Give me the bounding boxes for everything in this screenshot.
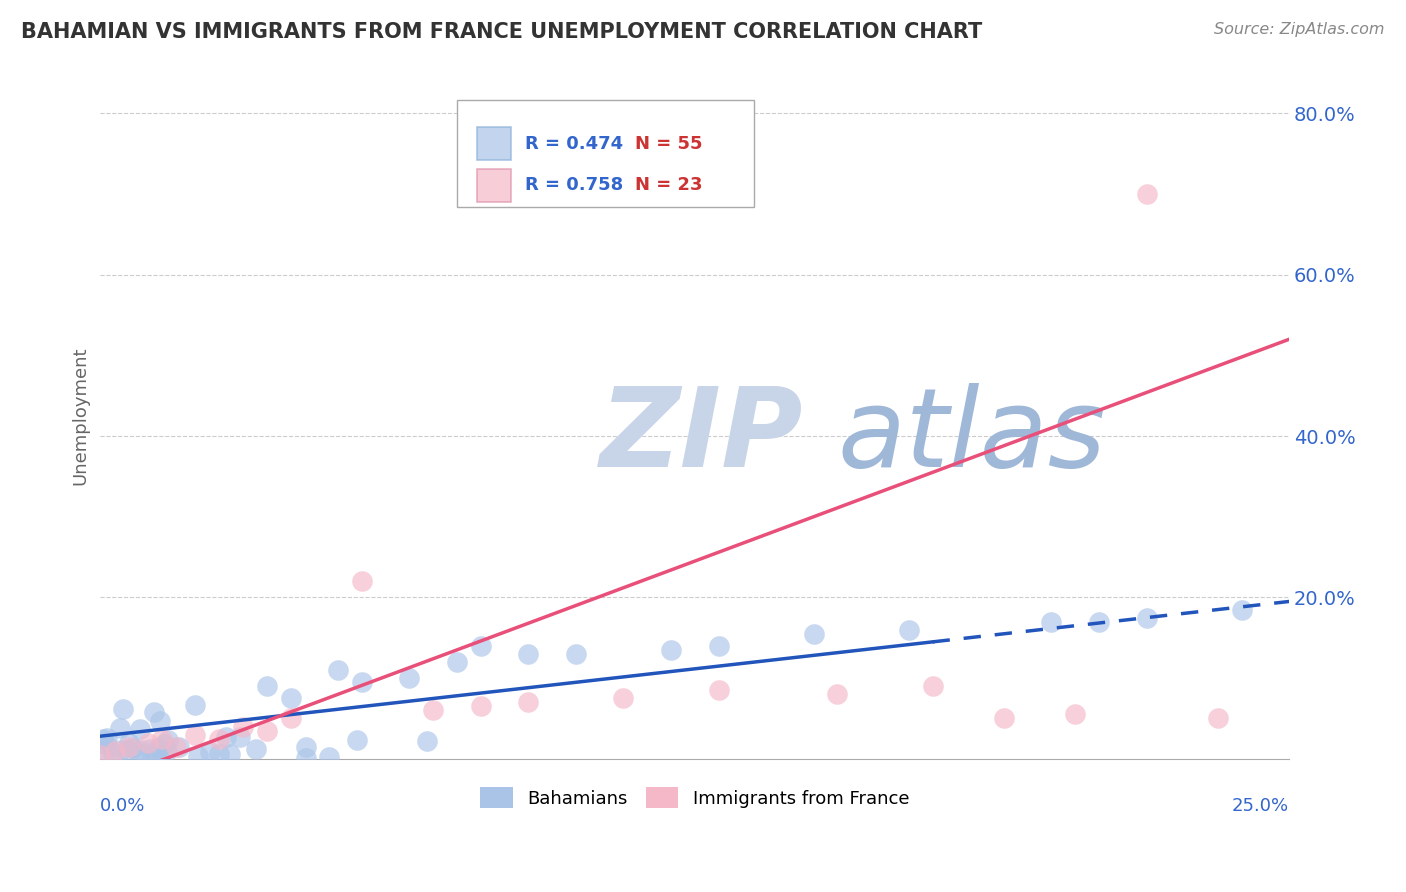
Point: [470, 699, 492, 714]
Point: [1088, 615, 1111, 629]
Point: [200, 745, 222, 759]
Point: [256, 723, 278, 738]
Point: [143, 705, 166, 719]
Point: [229, 730, 252, 744]
Point: [256, 679, 278, 693]
Point: [115, 743, 138, 757]
FancyBboxPatch shape: [457, 101, 754, 207]
Point: [146, 741, 169, 756]
Point: [219, 747, 242, 761]
Point: [155, 744, 177, 758]
FancyBboxPatch shape: [477, 128, 510, 160]
Point: [131, 743, 153, 757]
Point: [152, 737, 174, 751]
Point: [612, 691, 634, 706]
Text: N = 23: N = 23: [636, 177, 703, 194]
Point: [346, 732, 368, 747]
Point: [136, 736, 159, 750]
Text: N = 55: N = 55: [636, 135, 703, 153]
Point: [121, 741, 143, 756]
Point: [1040, 615, 1063, 629]
Point: [149, 714, 172, 728]
Point: [96, 743, 118, 757]
Point: [707, 683, 730, 698]
Point: [294, 751, 316, 765]
Point: [157, 733, 180, 747]
Text: R = 0.758: R = 0.758: [524, 177, 623, 194]
Point: [446, 655, 468, 669]
Point: [422, 703, 444, 717]
Point: [167, 739, 190, 754]
Point: [1135, 186, 1157, 201]
Point: [517, 647, 540, 661]
Point: [350, 574, 373, 589]
Point: [280, 691, 302, 706]
Point: [184, 698, 207, 712]
Point: [101, 746, 124, 760]
Point: [280, 711, 302, 725]
Point: [129, 722, 152, 736]
Text: 0.0%: 0.0%: [100, 797, 146, 814]
Point: [1206, 711, 1229, 725]
Point: [1064, 707, 1087, 722]
Point: [208, 747, 231, 762]
FancyBboxPatch shape: [477, 169, 510, 202]
Point: [141, 752, 163, 766]
Point: [993, 711, 1015, 725]
Point: [96, 731, 118, 746]
Text: atlas: atlas: [838, 383, 1107, 490]
Point: [517, 695, 540, 709]
Point: [470, 639, 492, 653]
Legend: Bahamians, Immigrants from France: Bahamians, Immigrants from France: [481, 788, 910, 808]
Point: [350, 675, 373, 690]
Text: 25.0%: 25.0%: [1232, 797, 1289, 814]
Point: [214, 730, 236, 744]
Point: [165, 739, 187, 754]
Point: [326, 663, 349, 677]
Point: [108, 722, 131, 736]
Point: [118, 735, 141, 749]
Point: [659, 643, 682, 657]
Point: [897, 623, 920, 637]
Point: [245, 741, 267, 756]
Point: [184, 728, 207, 742]
Point: [91, 731, 114, 746]
Point: [89, 747, 111, 762]
Point: [1230, 602, 1253, 616]
Point: [232, 719, 254, 733]
Point: [416, 734, 439, 748]
Point: [707, 639, 730, 653]
Point: [398, 671, 420, 685]
Text: BAHAMIAN VS IMMIGRANTS FROM FRANCE UNEMPLOYMENT CORRELATION CHART: BAHAMIAN VS IMMIGRANTS FROM FRANCE UNEMP…: [21, 22, 983, 42]
Point: [565, 647, 588, 661]
Point: [187, 748, 209, 763]
Point: [150, 731, 173, 746]
Point: [111, 701, 134, 715]
Point: [145, 749, 167, 764]
Point: [110, 743, 132, 757]
Point: [1135, 610, 1157, 624]
Text: ZIP: ZIP: [600, 383, 803, 490]
Point: [149, 742, 172, 756]
Point: [318, 750, 340, 764]
Text: Source: ZipAtlas.com: Source: ZipAtlas.com: [1215, 22, 1385, 37]
Point: [96, 738, 118, 752]
Point: [921, 679, 943, 693]
Point: [104, 744, 127, 758]
Point: [827, 687, 849, 701]
Point: [118, 739, 141, 754]
Point: [208, 731, 231, 746]
Point: [803, 626, 825, 640]
Point: [128, 746, 150, 760]
Point: [295, 739, 318, 754]
Point: [139, 742, 162, 756]
Y-axis label: Unemployment: Unemployment: [72, 347, 89, 485]
Text: R = 0.474: R = 0.474: [524, 135, 623, 153]
